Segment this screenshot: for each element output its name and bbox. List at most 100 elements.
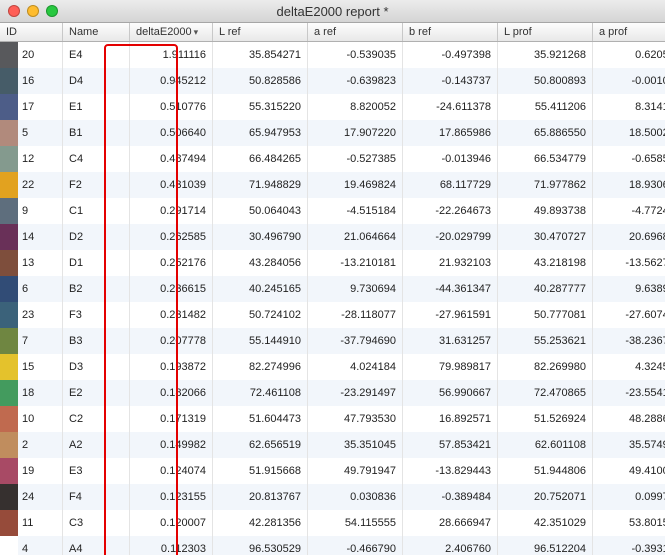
aprof-cell: 0.620592 (593, 42, 665, 69)
id-text: 15 (22, 361, 34, 373)
id-text: 17 (22, 101, 34, 113)
name-cell: D4 (63, 68, 130, 94)
aref-cell: 0.030836 (308, 484, 403, 510)
aref-cell: 21.064664 (308, 224, 403, 250)
table-row[interactable]: 4A40.11230396.530529-0.4667902.40676096.… (0, 536, 665, 555)
id-cell: 11 (0, 510, 63, 536)
aref-cell: 49.791947 (308, 458, 403, 484)
column-header-lprof[interactable]: L prof (498, 23, 593, 42)
column-header-bref[interactable]: b ref (403, 23, 498, 42)
name-cell: E2 (63, 380, 130, 406)
lprof-cell: 96.512204 (498, 536, 593, 555)
table-row[interactable]: 2A20.14998262.65651935.35104557.85342162… (0, 432, 665, 458)
id-cell: 13 (0, 250, 63, 276)
lref-cell: 20.813767 (213, 484, 308, 510)
bref-cell: 57.853421 (403, 432, 498, 458)
table-body: 20E41.91111635.854271-0.539035-0.4973983… (0, 42, 665, 555)
column-header-id[interactable]: ID (0, 23, 63, 42)
table-row[interactable]: 10C20.17131951.60447347.79353016.8925715… (0, 406, 665, 432)
lref-cell: 55.315220 (213, 94, 308, 120)
id-cell: 24 (0, 484, 63, 510)
aref-cell: -4.515184 (308, 198, 403, 224)
table-row[interactable]: 7B30.20777855.144910-37.79469031.6312575… (0, 328, 665, 354)
id-text: 13 (22, 257, 34, 269)
id-cell: 15 (0, 354, 63, 380)
aprof-cell: -0.393130 (593, 536, 665, 555)
table-row[interactable]: 14D20.26258530.49679021.064664-20.029799… (0, 224, 665, 250)
aref-cell: 35.351045 (308, 432, 403, 458)
lprof-cell: 71.977862 (498, 172, 593, 198)
zoom-icon[interactable] (46, 5, 58, 17)
id-text: 10 (22, 413, 34, 425)
lprof-cell: 51.526924 (498, 406, 593, 432)
table-row[interactable]: 17E10.51077655.3152208.820052-24.6113785… (0, 94, 665, 120)
bref-cell: 56.990667 (403, 380, 498, 406)
id-text: 11 (22, 517, 33, 529)
table-row[interactable]: 13D10.25217643.284056-13.21018121.932103… (0, 250, 665, 276)
bref-cell: 16.892571 (403, 406, 498, 432)
column-header-name[interactable]: Name (63, 23, 130, 42)
lprof-cell: 43.218198 (498, 250, 593, 276)
lref-cell: 30.496790 (213, 224, 308, 250)
table-row[interactable]: 15D30.19387282.2749964.02418479.98981782… (0, 354, 665, 380)
color-swatch (0, 172, 18, 198)
table-row[interactable]: 22F20.43103971.94882919.46982468.1177297… (0, 172, 665, 198)
id-text: 23 (22, 309, 34, 321)
aref-cell: 4.024184 (308, 354, 403, 380)
color-swatch (0, 42, 18, 68)
table-row[interactable]: 19E30.12407451.91566849.791947-13.829443… (0, 458, 665, 484)
de-cell: 0.291714 (130, 198, 213, 224)
table-row[interactable]: 20E41.91111635.854271-0.539035-0.4973983… (0, 42, 665, 69)
column-header-lref[interactable]: L ref (213, 23, 308, 42)
name-cell: E3 (63, 458, 130, 484)
id-cell: 10 (0, 406, 63, 432)
name-cell: E1 (63, 94, 130, 120)
table-row[interactable]: 9C10.29171450.064043-4.515184-22.2646734… (0, 198, 665, 224)
column-header-aref[interactable]: a ref (308, 23, 403, 42)
lprof-cell: 65.886550 (498, 120, 593, 146)
lprof-cell: 50.800893 (498, 68, 593, 94)
table-row[interactable]: 6B20.23661540.2451659.730694-44.36134740… (0, 276, 665, 302)
table-row[interactable]: 12C40.48749466.484265-0.527385-0.0139466… (0, 146, 665, 172)
aprof-cell: 4.324588 (593, 354, 665, 380)
window: deltaE2000 report * IDNamedeltaE2000L re… (0, 0, 665, 555)
table-row[interactable]: 24F40.12315520.8137670.030836-0.38948420… (0, 484, 665, 510)
bref-cell: -44.361347 (403, 276, 498, 302)
name-cell: F2 (63, 172, 130, 198)
id-cell: 6 (0, 276, 63, 302)
id-cell: 22 (0, 172, 63, 198)
lref-cell: 82.274996 (213, 354, 308, 380)
name-cell: F3 (63, 302, 130, 328)
traffic-lights (8, 5, 58, 17)
table-row[interactable]: 23F30.23148250.724102-28.118077-27.96159… (0, 302, 665, 328)
column-header-de[interactable]: deltaE2000 (130, 23, 213, 42)
table-row[interactable]: 11C30.12000742.28135654.11555528.6669474… (0, 510, 665, 536)
lprof-cell: 42.351029 (498, 510, 593, 536)
de-cell: 0.149982 (130, 432, 213, 458)
column-header-aprof[interactable]: a prof (593, 23, 665, 42)
aprof-cell: 48.288673 (593, 406, 665, 432)
table-row[interactable]: 5B10.50664065.94795317.90722017.86598665… (0, 120, 665, 146)
table-row[interactable]: 16D40.94521250.828586-0.639823-0.1437375… (0, 68, 665, 94)
de-cell: 0.945212 (130, 68, 213, 94)
name-cell: D1 (63, 250, 130, 276)
id-text: 5 (22, 127, 28, 139)
titlebar[interactable]: deltaE2000 report * (0, 0, 665, 23)
bref-cell: -13.829443 (403, 458, 498, 484)
name-cell: C4 (63, 146, 130, 172)
lref-cell: 51.915668 (213, 458, 308, 484)
aref-cell: 47.793530 (308, 406, 403, 432)
id-cell: 16 (0, 68, 63, 94)
table-scroll-area[interactable]: IDNamedeltaE2000L refa refb refL profa p… (0, 23, 665, 555)
lprof-cell: 49.893738 (498, 198, 593, 224)
table-row[interactable]: 18E20.18206672.461108-23.29149756.990667… (0, 380, 665, 406)
de-cell: 0.182066 (130, 380, 213, 406)
aprof-cell: -0.001082 (593, 68, 665, 94)
lref-cell: 72.461108 (213, 380, 308, 406)
id-text: 20 (22, 49, 34, 61)
lprof-cell: 55.253621 (498, 328, 593, 354)
de-cell: 0.120007 (130, 510, 213, 536)
minimize-icon[interactable] (27, 5, 39, 17)
color-swatch (0, 302, 18, 328)
close-icon[interactable] (8, 5, 20, 17)
